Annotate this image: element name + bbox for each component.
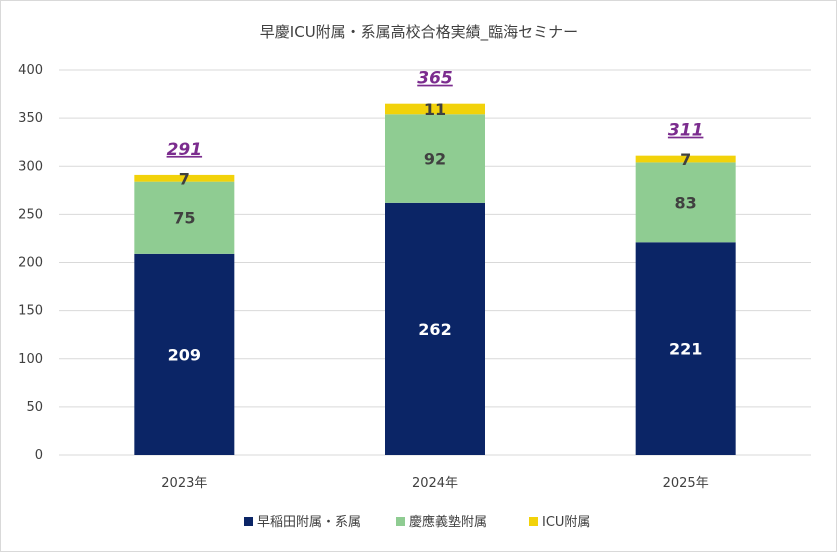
bar-segment (385, 103, 485, 115)
data-label: 221 (669, 340, 702, 359)
x-tick-label: 2023年 (161, 476, 207, 491)
bar-segment (635, 155, 736, 163)
y-tick-label: 200 (18, 256, 43, 271)
legend-swatch (396, 517, 405, 526)
data-label: 11 (424, 100, 446, 119)
y-tick-label: 50 (26, 400, 43, 415)
axis-labels: 0 50 100 150 200 250 300 350 400 2023年 2024年 2025年 (18, 63, 709, 491)
y-tick-label: 150 (18, 304, 43, 319)
total-label: 365 (417, 69, 453, 89)
data-label: 83 (675, 193, 697, 212)
x-tick-label: 2024年 (412, 476, 458, 491)
y-tick-label: 100 (18, 352, 43, 367)
total-label: 291 (167, 140, 203, 160)
bars (134, 103, 736, 455)
bar-segment (635, 162, 736, 243)
y-tick-label: 0 (35, 448, 43, 463)
data-label: 75 (173, 209, 195, 228)
y-tick-label: 250 (18, 207, 43, 222)
y-tick-label: 350 (18, 111, 43, 126)
data-label: 7 (179, 169, 190, 188)
data-label: 92 (424, 150, 446, 169)
x-tick-label: 2025年 (663, 476, 709, 491)
legend-swatch (244, 517, 253, 526)
chart-title: 早慶ICU附属・系属高校合格実績_臨海セミナー (260, 23, 578, 42)
legend-swatch (529, 517, 538, 526)
legend-label: 慶應義塾附属 (409, 514, 487, 530)
bar-segment (134, 174, 235, 182)
bar-segment (385, 114, 485, 203)
data-labels: 209 75 7 291 262 92 11 365 221 83 7 311 (167, 69, 704, 365)
bar-segment (385, 202, 485, 455)
y-tick-label: 400 (18, 63, 43, 78)
data-label: 7 (680, 150, 691, 169)
bar-segment (635, 242, 736, 455)
y-tick-label: 300 (18, 159, 43, 174)
data-label: 262 (418, 320, 451, 339)
bar-segment (134, 253, 235, 455)
total-label: 311 (668, 121, 704, 141)
legend-label: ICU附属 (542, 515, 590, 530)
legend-label: 早稲田附属・系属 (257, 515, 361, 530)
data-label: 209 (168, 345, 201, 364)
legend: 早稲田附属・系属 慶應義塾附属 ICU附属 (244, 514, 590, 530)
bar-segment (134, 181, 235, 254)
